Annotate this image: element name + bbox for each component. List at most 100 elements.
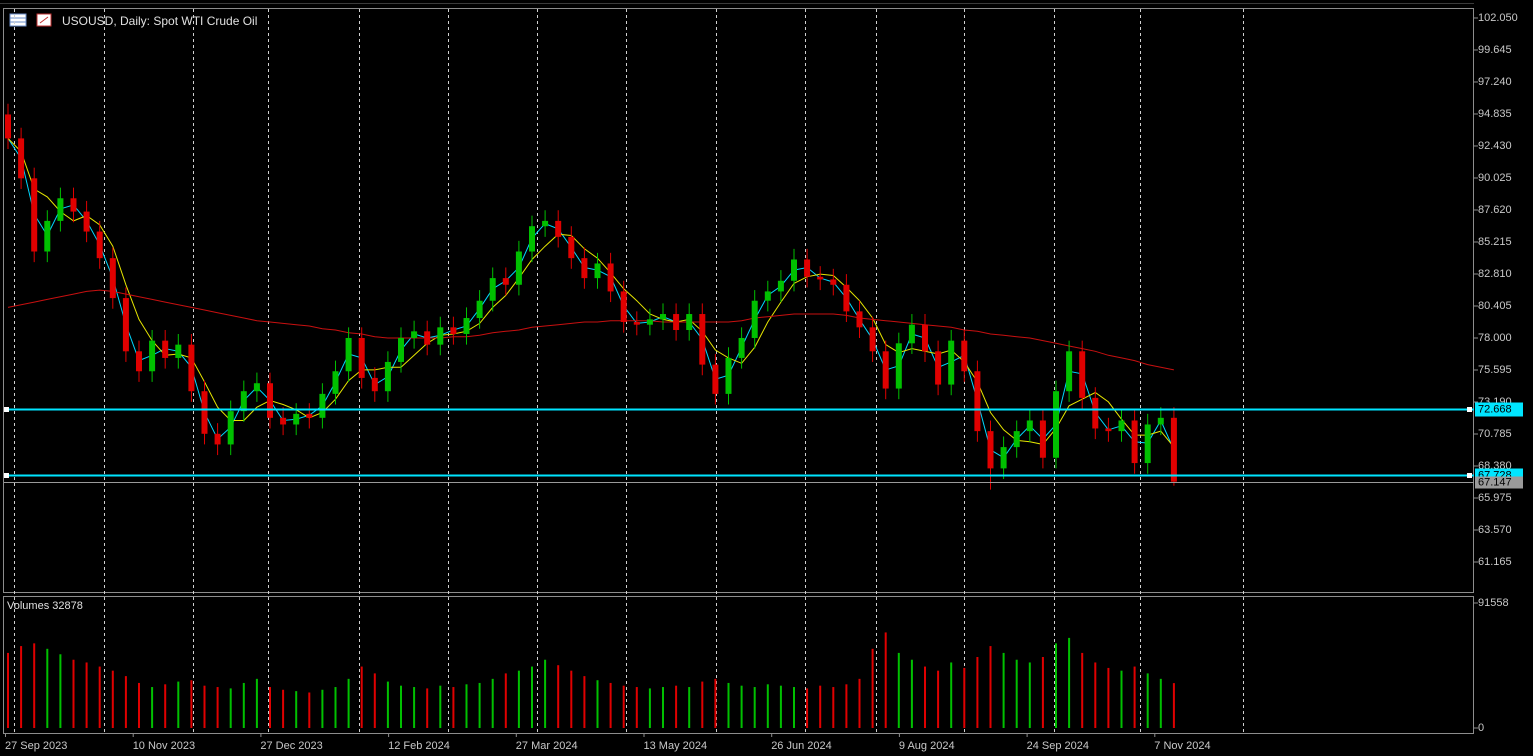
volume-bar — [819, 685, 822, 728]
y-tick-label: 102.050 — [1478, 12, 1518, 24]
volume-bar — [282, 689, 285, 728]
candle-body — [437, 327, 444, 345]
volume-bar — [701, 681, 704, 728]
volume-bar — [465, 684, 468, 728]
candle-body — [1157, 417, 1164, 425]
x-tick-label: 27 Sep 2023 — [5, 740, 67, 752]
candle-body — [1105, 428, 1112, 432]
volume-bar — [963, 667, 966, 728]
volume-bar — [216, 687, 219, 728]
candle-body — [450, 327, 457, 334]
x-tick-label: 24 Sep 2024 — [1027, 740, 1089, 752]
volume-bar — [229, 688, 232, 728]
volume-bar — [544, 659, 547, 728]
volume-bar — [1146, 673, 1149, 728]
candle-body — [738, 337, 745, 358]
volume-bar — [740, 685, 743, 728]
candle-body — [594, 263, 601, 279]
y-tick-label: 65.975 — [1478, 492, 1512, 504]
candle-body — [1118, 420, 1125, 432]
candle-body — [1013, 431, 1020, 448]
volume-bar — [1107, 667, 1110, 728]
candle-body — [869, 327, 876, 352]
volume-bar — [255, 678, 258, 728]
candle-body — [1026, 420, 1033, 432]
volume-bar — [1002, 652, 1005, 728]
volume-bar — [72, 659, 75, 728]
volume-bar — [897, 652, 900, 728]
candle-body — [384, 361, 391, 392]
volume-bar — [504, 673, 507, 728]
candle-body — [5, 114, 11, 139]
volume-bar — [793, 687, 795, 728]
volume-bar — [295, 691, 298, 728]
volume-bar — [33, 643, 36, 728]
candle-body — [699, 314, 706, 365]
candle-body — [319, 393, 326, 418]
candle-body — [529, 226, 535, 252]
y-tick-label: 78.000 — [1478, 332, 1512, 344]
candle-body — [332, 371, 339, 394]
candle-body — [253, 383, 260, 392]
candle-body — [371, 377, 378, 392]
volume-bar — [308, 692, 311, 728]
volume-bar — [46, 648, 49, 728]
candle-body — [568, 236, 575, 259]
volume-bar — [1028, 662, 1031, 728]
y-tick-label: 70.785 — [1478, 428, 1512, 440]
volume-bar — [517, 670, 520, 728]
volume-bar — [242, 682, 245, 728]
volume-pane — [3, 596, 1474, 734]
candle-body — [817, 276, 824, 280]
volume-bar — [1094, 662, 1097, 728]
candle-body — [712, 364, 719, 394]
volume-bar — [164, 684, 167, 728]
candle-body — [673, 314, 680, 331]
volume-tick-label: 91558 — [1478, 597, 1509, 609]
chart-title: USOUSD, Daily: Spot WTI Crude Oil — [62, 14, 257, 28]
volume-bar — [1159, 678, 1162, 728]
y-tick-label: 75.595 — [1478, 364, 1512, 376]
volume-bar — [976, 657, 979, 728]
candle-body — [633, 322, 640, 325]
volume-bar — [832, 687, 835, 728]
candle-body — [686, 314, 693, 331]
y-tick-label: 97.240 — [1478, 76, 1512, 88]
candle-body — [293, 413, 300, 425]
price-pane — [3, 8, 1474, 593]
candle-body — [201, 391, 208, 434]
volume-bar — [531, 666, 533, 728]
candle-body — [646, 319, 653, 325]
candle-body — [1144, 424, 1151, 464]
icon-line — [39, 16, 49, 24]
candle-body — [411, 331, 418, 338]
volume-bar — [360, 666, 363, 728]
candle-body — [882, 351, 889, 389]
volume-bar — [1055, 643, 1057, 728]
volume-bar — [386, 681, 389, 728]
volume-bar — [1120, 670, 1123, 728]
x-tick-label: 12 Feb 2024 — [388, 740, 450, 752]
volume-bar — [858, 678, 861, 728]
volume-bar — [714, 678, 717, 728]
volume-bar — [491, 678, 494, 728]
candle-body — [895, 343, 902, 389]
volume-tick-label: 0 — [1478, 722, 1484, 734]
x-tick-label: 27 Dec 2023 — [260, 740, 322, 752]
last-price-box — [1475, 476, 1523, 489]
volume-bar — [321, 689, 324, 728]
candle-body — [162, 340, 169, 358]
y-tick-label: 80.405 — [1478, 300, 1512, 312]
volume-bar — [85, 662, 88, 728]
candle-body — [109, 258, 116, 299]
y-tick-label: 63.570 — [1478, 524, 1512, 536]
volume-bar — [190, 680, 193, 728]
volume-bar — [98, 666, 101, 728]
volume-bar — [269, 687, 271, 728]
y-tick-label: 61.165 — [1478, 556, 1512, 568]
volume-bar — [989, 646, 992, 728]
candle-body — [31, 178, 38, 252]
y-tick-label: 85.215 — [1478, 236, 1512, 248]
